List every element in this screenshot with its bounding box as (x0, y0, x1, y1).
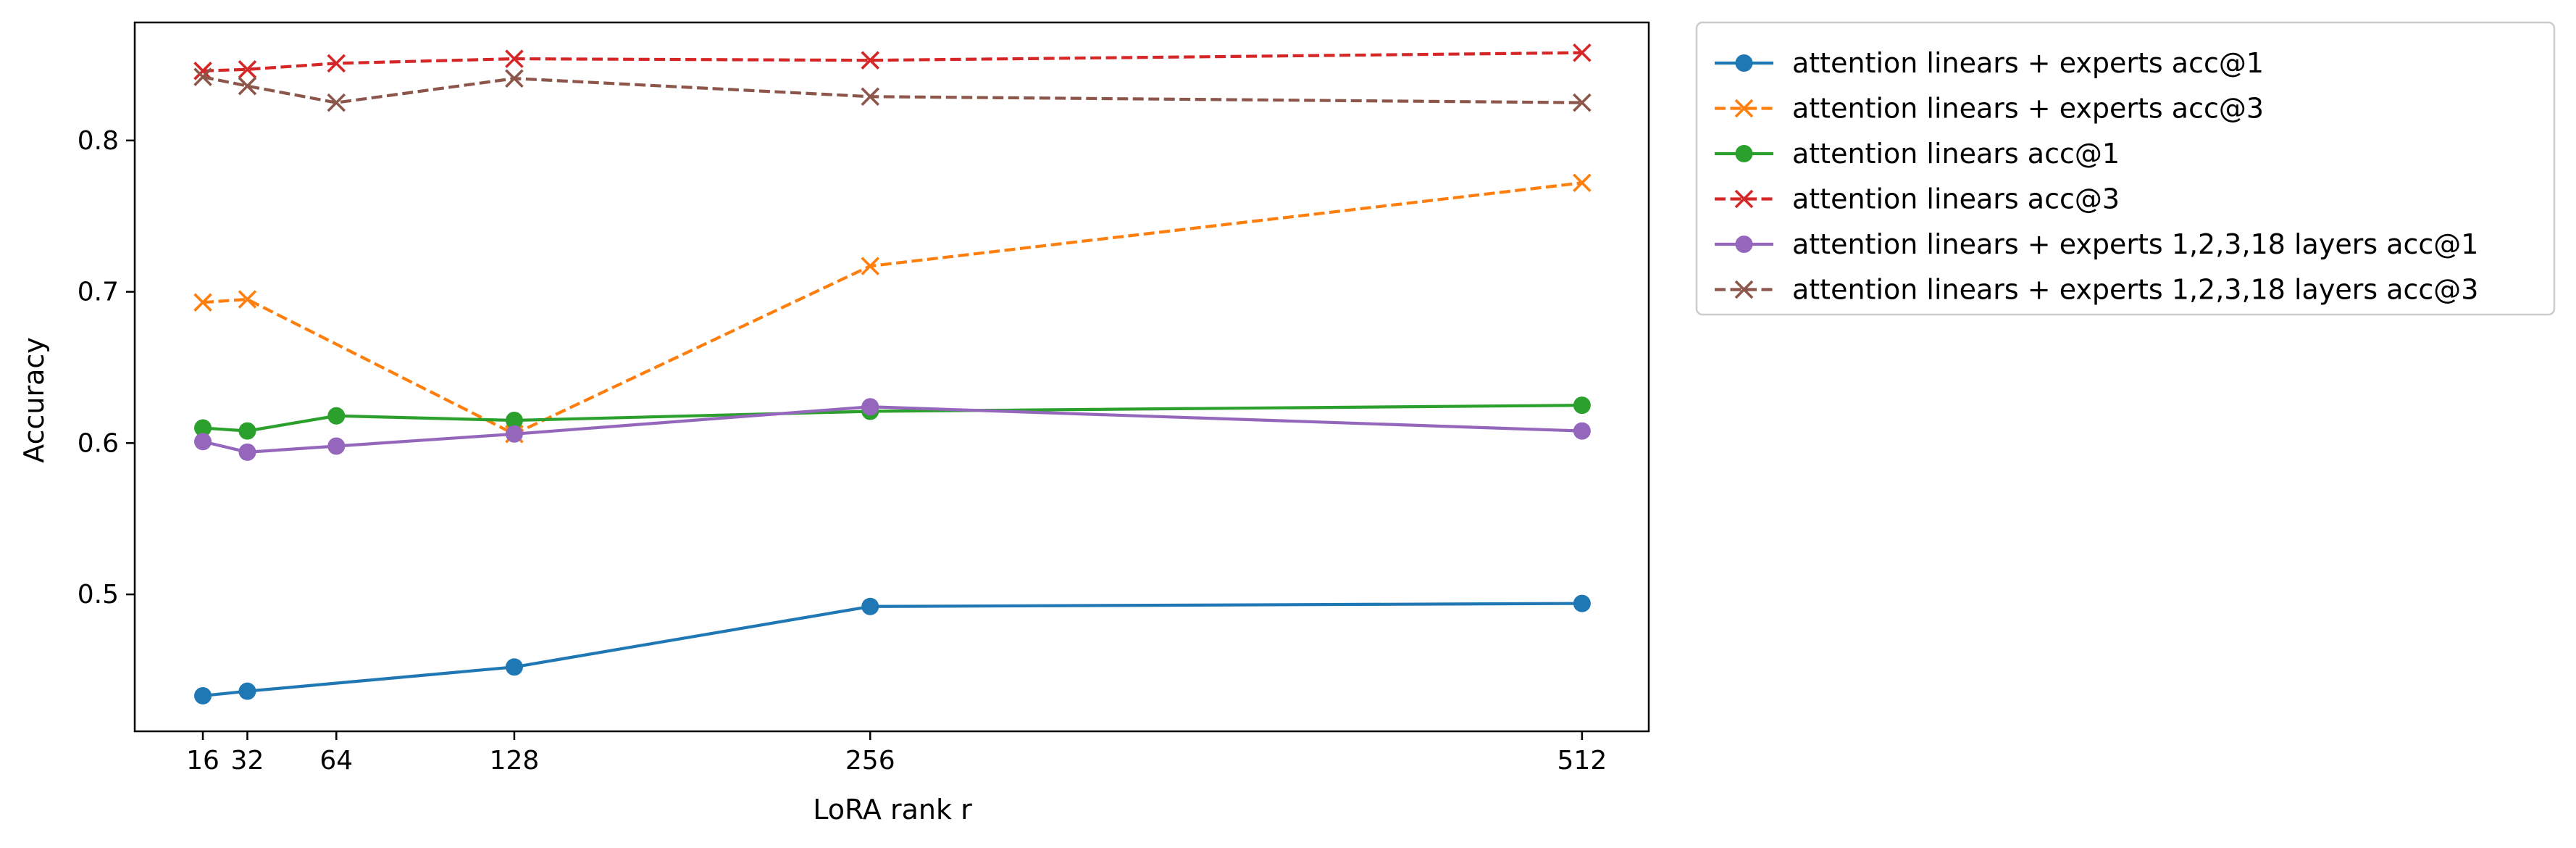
data-point (238, 59, 257, 79)
series-line (202, 75, 1582, 104)
data-point (861, 597, 879, 615)
data-point (1573, 173, 1592, 193)
legend-entry: attention linears acc@3 (1715, 183, 2120, 215)
y-axis-label: Accuracy (18, 337, 50, 463)
data-point (505, 69, 524, 88)
y-tick-label: 0.5 (78, 580, 119, 610)
y-tick-label: 0.6 (78, 428, 119, 458)
legend-label: attention linears acc@3 (1792, 183, 2120, 215)
data-point (1573, 93, 1592, 112)
legend-box (1695, 21, 2556, 316)
data-point (327, 437, 346, 455)
legend-label: attention linears acc@1 (1792, 138, 2120, 170)
series-line (202, 181, 1583, 436)
legend-label: attention linears + experts 1,2,3,18 lay… (1792, 228, 2478, 260)
series-4 (193, 43, 1592, 80)
legend-swatch-marker (1735, 236, 1753, 253)
data-point (194, 433, 212, 451)
data-point (327, 407, 346, 425)
data-point (238, 422, 256, 440)
series-2 (193, 173, 1592, 444)
legend: attention linears + experts acc@1 attenti… (1695, 21, 2556, 316)
series-3 (194, 396, 1591, 440)
data-point (505, 425, 523, 443)
data-point (193, 62, 212, 80)
legend-entry: attention linears + experts acc@1 (1715, 47, 2264, 79)
series-line (201, 405, 1584, 454)
data-point (861, 398, 879, 416)
data-point (238, 443, 256, 461)
data-point (1573, 594, 1591, 612)
legend-entry: attention linears acc@1 (1715, 138, 2120, 170)
data-point (327, 54, 346, 73)
data-point (238, 682, 256, 700)
series-5 (194, 398, 1591, 461)
data-point (1573, 422, 1591, 440)
y-tick-label: 0.7 (78, 278, 119, 307)
data-point (193, 67, 212, 86)
series-6 (193, 67, 1592, 112)
data-point (505, 412, 523, 430)
legend-entry: attention linears + experts acc@3 (1715, 93, 2264, 125)
x-tick-label: 256 (845, 746, 895, 776)
data-point (861, 87, 880, 107)
data-point (505, 658, 523, 676)
data-point (1573, 43, 1592, 62)
legend-label: attention linears + experts acc@1 (1792, 47, 2264, 79)
data-point (194, 419, 212, 437)
plot-area (193, 43, 1592, 704)
series-line (201, 602, 1584, 698)
y-tick-label: 0.8 (78, 126, 119, 156)
data-point (1573, 396, 1591, 415)
x-tick-label: 64 (319, 746, 353, 776)
data-point (861, 257, 880, 275)
data-point (238, 76, 257, 96)
data-point (327, 93, 346, 112)
legend-swatch-marker (1735, 145, 1753, 162)
plot-frame (133, 21, 1650, 733)
series-line (202, 51, 1582, 72)
data-point (194, 686, 212, 704)
data-point (505, 49, 524, 68)
x-axis-label: LoRA rank r (813, 794, 972, 826)
x-tick-label: 32 (231, 746, 264, 776)
legend-swatch-marker (1734, 189, 1754, 209)
x-tick-label: 128 (490, 746, 540, 776)
x-tick-label: 512 (1557, 746, 1607, 776)
x-tick-label: 16 (186, 746, 219, 776)
legend-entry: attention linears + experts 1,2,3,18 lay… (1715, 274, 2478, 306)
data-point (238, 290, 257, 309)
data-point (861, 51, 880, 70)
series-1 (194, 594, 1591, 704)
legend-entry: attention linears + experts 1,2,3,18 lay… (1715, 228, 2478, 260)
legend-label: attention linears + experts 1,2,3,18 lay… (1792, 274, 2478, 306)
legend-swatch-marker (1734, 99, 1754, 118)
data-point (193, 293, 212, 312)
legend-swatch-marker (1734, 280, 1754, 299)
legend-label: attention linears + experts acc@3 (1792, 93, 2264, 125)
legend-swatch-marker (1735, 54, 1753, 72)
axes: 16 32 64 128 256 512 0.5 0.6 0.7 0.8 (78, 21, 1650, 776)
series-line (201, 404, 1584, 433)
